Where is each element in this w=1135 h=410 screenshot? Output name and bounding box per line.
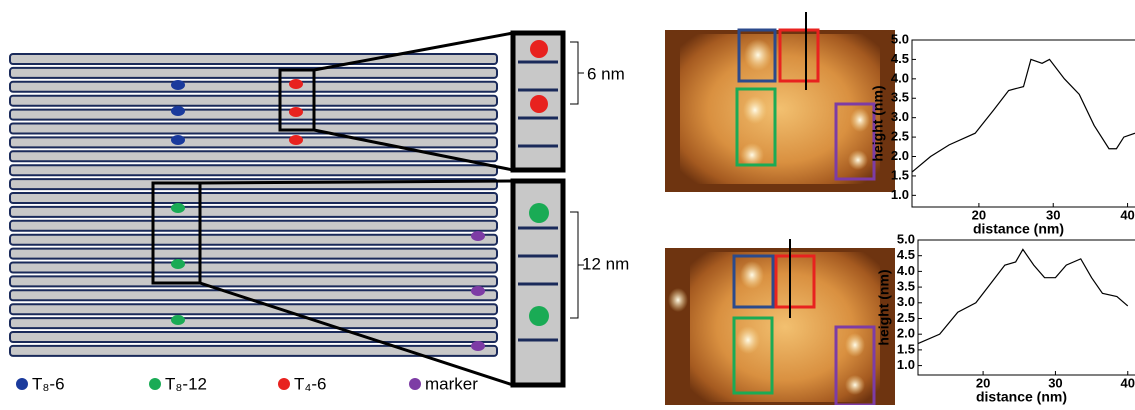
helix	[9, 108, 498, 121]
axis-frame	[911, 39, 1135, 208]
x-tick-label: 30	[1048, 375, 1062, 390]
legend-swatch	[278, 378, 290, 390]
legend-label: marker	[425, 374, 478, 393]
zoom-boxes	[151, 31, 514, 387]
helix	[9, 344, 498, 357]
label-dot	[471, 286, 485, 296]
helix	[9, 331, 498, 343]
helix	[9, 317, 498, 330]
x-axis-label: distance (nm)	[976, 389, 1067, 405]
helix	[9, 122, 498, 135]
axis-frame	[917, 239, 1135, 376]
y-tick-label: 4.5	[897, 247, 915, 262]
scale-label: 6 nm	[587, 64, 625, 83]
y-axis-label: height (nm)	[876, 269, 892, 345]
bracket	[570, 41, 584, 105]
helix	[9, 205, 498, 218]
y-tick-label: 1.5	[891, 167, 909, 182]
x-tick-label: 40	[1120, 207, 1134, 222]
y-axis-label: height (nm)	[870, 85, 886, 161]
y-tick-label: 2.0	[891, 148, 909, 163]
helix	[9, 247, 498, 260]
x-tick-label: 40	[1121, 375, 1135, 390]
legend-label: T₈-6	[32, 374, 65, 393]
origami-schematic	[9, 53, 498, 357]
helix	[9, 150, 498, 163]
label-dot	[171, 106, 185, 116]
scale-label: 12 nm	[582, 254, 629, 273]
afm-image-1	[665, 12, 895, 192]
helix	[9, 192, 498, 204]
afm-image-2	[665, 239, 895, 407]
legend-swatch	[149, 378, 161, 390]
y-tick-label: 1.0	[897, 357, 915, 372]
label-dot	[171, 315, 185, 325]
label-dot	[171, 80, 185, 90]
helix	[9, 275, 498, 288]
x-axis-label: distance (nm)	[973, 221, 1064, 237]
y-tick-label: 5.0	[897, 231, 915, 246]
zoom-inset-2	[510, 178, 566, 388]
helix	[9, 289, 498, 302]
helix	[9, 233, 498, 246]
x-tick-label: 20	[976, 375, 990, 390]
y-tick-label: 4.0	[891, 70, 909, 85]
y-tick-label: 3.0	[891, 109, 909, 124]
helix	[9, 53, 498, 65]
label-dot	[289, 107, 303, 117]
y-tick-label: 4.0	[897, 263, 915, 278]
x-tick-label: 30	[1046, 207, 1060, 222]
label-dot	[289, 79, 303, 89]
helix	[9, 94, 498, 107]
height-profile	[917, 248, 1129, 345]
legend-swatch	[409, 378, 421, 390]
helix	[9, 136, 498, 149]
label-dot	[171, 203, 185, 213]
y-tick-label: 4.5	[891, 51, 909, 66]
y-tick-label: 1.0	[891, 187, 909, 202]
label-dot	[471, 341, 485, 351]
legend: T₈-6 T₈-12 T₄-6 marker	[16, 374, 478, 393]
legend-label: T₄-6	[294, 374, 326, 393]
zoom-inset-1	[510, 30, 566, 173]
helix	[9, 303, 498, 316]
legend-label: T₈-12	[165, 374, 207, 393]
height-profile	[911, 58, 1135, 173]
label-dot	[171, 259, 185, 269]
y-tick-label: 3.0	[897, 294, 915, 309]
y-tick-label: 2.5	[897, 310, 915, 325]
y-tick-label: 3.5	[891, 90, 909, 105]
label-dot	[171, 135, 185, 145]
helix	[9, 80, 498, 93]
helix	[9, 261, 498, 274]
y-tick-label: 5.0	[891, 31, 909, 46]
label-dot	[289, 135, 303, 145]
y-tick-label: 3.5	[897, 279, 915, 294]
legend-swatch	[16, 378, 28, 390]
helix	[9, 219, 498, 232]
label-dot	[471, 231, 485, 241]
helix	[9, 66, 498, 79]
y-tick-label: 2.5	[891, 129, 909, 144]
x-tick-label: 20	[972, 207, 986, 222]
helix	[9, 164, 498, 177]
y-tick-label: 1.5	[897, 341, 915, 356]
bracket	[570, 211, 584, 319]
y-tick-label: 2.0	[897, 326, 915, 341]
